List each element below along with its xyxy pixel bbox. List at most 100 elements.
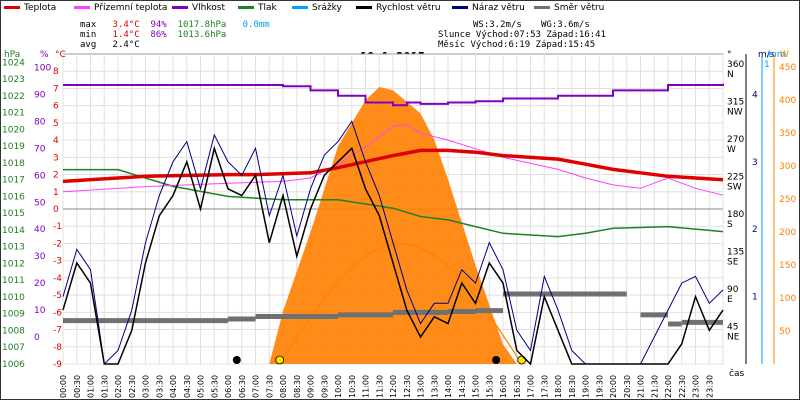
moon-times: Měsíc Východ:6:19 Západ:15:45	[438, 40, 596, 50]
tick-dir-letter: W	[727, 145, 736, 155]
x-tick-label: 17:00	[527, 375, 536, 398]
legend-label: Vlhkost	[192, 3, 225, 13]
tick-temp: -9	[53, 360, 62, 370]
tick-temp: -2	[53, 239, 62, 249]
tick-hpa: 1019	[2, 142, 25, 152]
series-wind-speed	[62, 145, 724, 366]
tick-hpa: 1016	[2, 192, 25, 202]
tick-pct: 30	[34, 252, 46, 262]
tick-hpa: 1017	[2, 176, 25, 186]
tick-hpa: 1006	[2, 360, 25, 370]
stats-min: min 1.4°C 86% 1013.6hPa	[80, 30, 227, 40]
legend-label: Teplota	[24, 3, 57, 13]
tick-dir-letter: NE	[727, 333, 740, 343]
axis-label-temp: °C	[55, 50, 66, 60]
tick-w: 50	[779, 327, 791, 337]
tick-temp: -1	[53, 222, 62, 232]
tick-dir: 45	[727, 323, 738, 333]
x-tick-label: 23:30	[705, 375, 714, 398]
x-tick-label: 01:30	[100, 375, 109, 398]
tick-hpa: 1023	[2, 75, 25, 85]
x-tick-label: 03:00	[142, 375, 151, 398]
x-tick-label: 13:30	[430, 375, 439, 398]
tick-dir: 90	[727, 285, 739, 295]
tick-w: 450	[779, 63, 796, 73]
moonset-marker	[492, 356, 501, 364]
x-tick-label: 04:00	[169, 375, 178, 398]
x-tick-label: 11:00	[362, 375, 371, 398]
x-tick-label: 22:00	[664, 375, 673, 398]
legend-swatch	[172, 6, 188, 9]
series-temperature	[62, 148, 724, 184]
x-tick-label: 18:30	[568, 375, 577, 398]
x-tick-label: 16:00	[499, 375, 508, 398]
moonrise-marker	[232, 356, 241, 364]
tick-temp: -4	[53, 274, 62, 284]
tick-pct: 80	[34, 117, 46, 127]
x-tick-label: 17:30	[540, 375, 549, 398]
series-pressure	[63, 168, 724, 238]
legend-entry: Vlhkost	[172, 3, 225, 13]
tick-dir: 180	[727, 210, 744, 220]
series-ground-temperature	[62, 124, 724, 196]
tick-w: 250	[779, 195, 796, 205]
tick-hpa: 1018	[2, 159, 25, 169]
series-solar-radiation	[269, 87, 517, 364]
tick-temp: 4	[53, 136, 59, 146]
legend-entry: Teplota	[4, 3, 56, 13]
legend-swatch	[534, 6, 550, 9]
legend-swatch	[238, 6, 254, 9]
x-tick-label: 00:00	[59, 375, 68, 398]
tick-temp: 5	[53, 119, 59, 129]
x-tick-label: 15:00	[472, 375, 481, 398]
tick-hpa: 1009	[2, 310, 25, 320]
tick-dir-letter: SW	[727, 183, 742, 193]
tick-temp: 6	[53, 102, 59, 112]
tick-hpa: 1011	[2, 276, 25, 286]
x-tick-label: 02:30	[128, 375, 137, 398]
legend-entry: Tlak	[238, 3, 277, 13]
tick-hpa: 1012	[2, 259, 25, 269]
x-tick-label: 10:00	[334, 375, 343, 398]
tick-hpa: 1010	[2, 293, 25, 303]
tick-temp: 3	[53, 153, 59, 163]
tick-w: 150	[779, 261, 796, 271]
tick-hpa: 1015	[2, 209, 25, 219]
legend-label: Tlak	[258, 3, 277, 13]
tick-temp: -7	[53, 326, 62, 336]
x-tick-label: 09:30	[320, 375, 329, 398]
tick-temp: 2	[53, 171, 59, 181]
x-axis-label: čas	[729, 368, 744, 379]
x-tick-label: 01:00	[87, 375, 96, 398]
x-tick-label: 18:00	[554, 375, 563, 398]
series-humidity	[63, 83, 724, 107]
tick-temp: -8	[53, 343, 62, 353]
tick-hpa: 1008	[2, 326, 25, 336]
stats-avg: avg 2.4°C	[80, 40, 140, 50]
legend-swatch	[292, 6, 308, 9]
x-tick-label: 03:30	[155, 375, 164, 398]
axis-label-mm: mm	[768, 50, 786, 60]
tick-dir-letter: S	[727, 220, 733, 230]
legend-swatch	[74, 6, 90, 9]
x-tick-label: 02:00	[114, 375, 123, 398]
x-tick-label: 00:30	[73, 375, 82, 398]
legend-label: Srážky	[312, 3, 342, 13]
x-tick-label: 21:00	[637, 375, 646, 398]
x-tick-label: 05:30	[210, 375, 219, 398]
axis-label-hpa: hPa	[4, 50, 20, 60]
x-tick-label: 04:30	[183, 375, 192, 398]
legend-entry: Přízemní teplota	[74, 3, 167, 13]
x-tick-label: 20:30	[623, 375, 632, 398]
legend-entry: Náraz větru	[452, 3, 525, 13]
tick-ms: 2	[752, 225, 758, 235]
legend-entry: Srážky	[292, 3, 342, 13]
tick-pct: 100	[34, 63, 51, 73]
legend-label: Rychlost větru	[376, 3, 441, 13]
x-tick-label: 11:30	[375, 375, 384, 398]
x-tick-label: 12:30	[403, 375, 412, 398]
x-tick-label: 10:30	[348, 375, 357, 398]
axis-label-w: W	[780, 50, 789, 60]
tick-pct: 0	[34, 333, 40, 343]
legend-entry: Rychlost větru	[356, 3, 441, 13]
